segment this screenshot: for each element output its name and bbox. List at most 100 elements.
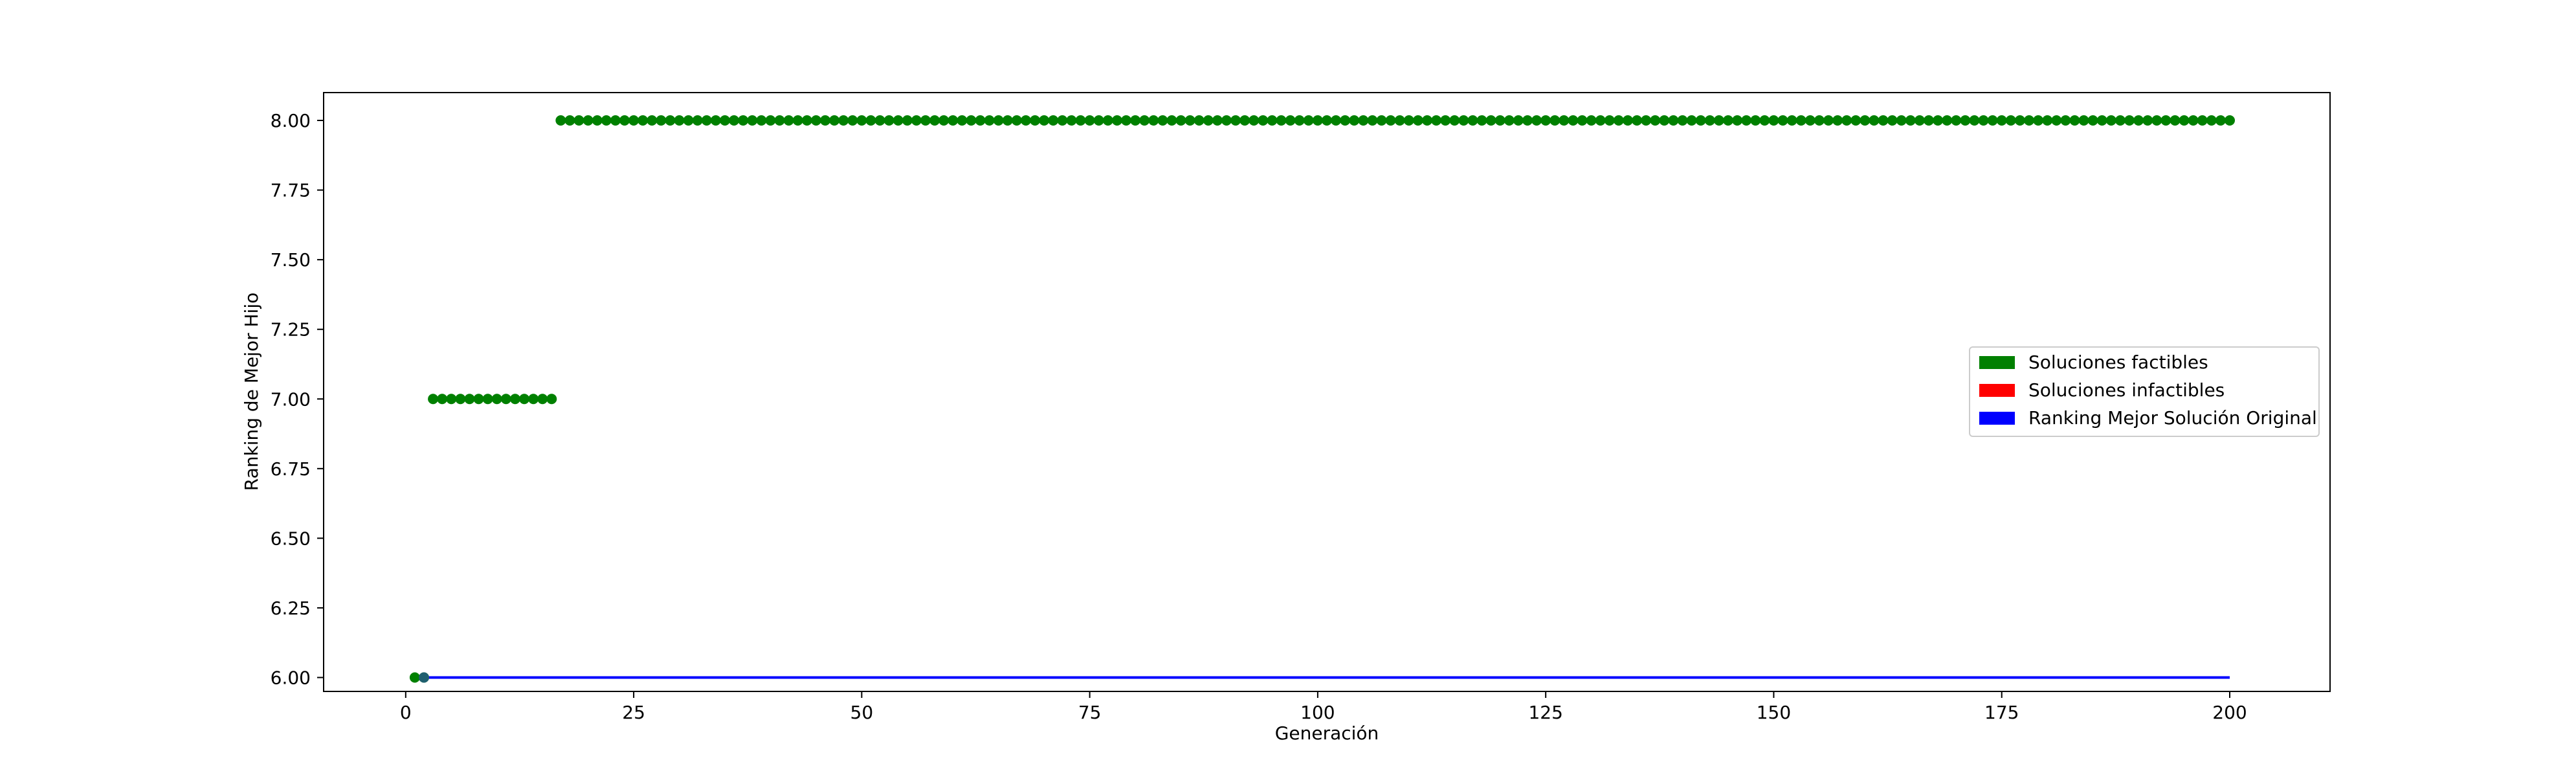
data-point	[701, 115, 712, 126]
data-point	[1002, 115, 1013, 126]
data-point	[1422, 115, 1432, 126]
data-point	[1467, 115, 1478, 126]
data-point	[2042, 115, 2053, 126]
x-tick-label: 100	[1300, 702, 1335, 723]
data-point	[1741, 115, 1752, 126]
data-point	[893, 115, 904, 126]
data-point	[902, 115, 913, 126]
data-point	[975, 115, 986, 126]
data-point	[2206, 115, 2217, 126]
data-point	[1331, 115, 1342, 126]
data-point	[738, 115, 749, 126]
data-point	[1367, 115, 1378, 126]
data-point	[765, 115, 776, 126]
data-point	[1568, 115, 1579, 126]
data-point	[1194, 115, 1205, 126]
y-tick-label: 6.25	[271, 598, 311, 619]
y-tick-label: 7.50	[271, 249, 311, 271]
x-tick-label: 25	[622, 702, 645, 723]
data-point	[929, 115, 940, 126]
data-point	[1267, 115, 1278, 126]
data-point	[1905, 115, 1916, 126]
x-tick-label: 75	[1078, 702, 1102, 723]
plot-frame	[323, 92, 2331, 692]
data-point	[1951, 115, 1962, 126]
data-point	[583, 115, 594, 126]
data-point	[665, 115, 676, 126]
data-point	[1184, 115, 1195, 126]
data-point	[874, 115, 885, 126]
overlap-point	[419, 672, 429, 683]
data-point	[455, 394, 466, 405]
x-tick-label: 0	[400, 702, 412, 723]
data-point	[2188, 115, 2199, 126]
data-point	[1102, 115, 1113, 126]
data-point	[1659, 115, 1670, 126]
data-point	[1139, 115, 1150, 126]
legend-label-original: Ranking Mejor Solución Original	[2028, 407, 2317, 429]
data-point	[720, 115, 730, 126]
data-point	[829, 115, 840, 126]
data-point	[1832, 115, 1843, 126]
y-tick-label: 6.00	[271, 667, 311, 688]
data-point	[446, 394, 457, 405]
data-point	[1677, 115, 1688, 126]
data-point	[1358, 115, 1369, 126]
data-point	[1969, 115, 1980, 126]
y-tick-label: 8.00	[271, 110, 311, 131]
data-point	[2170, 115, 2181, 126]
data-point	[1732, 115, 1743, 126]
data-point	[810, 115, 821, 126]
data-point	[619, 115, 630, 126]
data-point	[820, 115, 830, 126]
data-point	[1258, 115, 1269, 126]
data-point	[656, 115, 667, 126]
data-point	[500, 394, 511, 405]
data-point	[1203, 115, 1214, 126]
x-axis-label: Generación	[1275, 723, 1379, 744]
x-tick-label: 200	[2212, 702, 2247, 723]
y-tick-label: 6.75	[271, 458, 311, 480]
data-point	[1850, 115, 1861, 126]
data-point	[1878, 115, 1889, 126]
data-point	[1166, 115, 1177, 126]
data-point	[1540, 115, 1551, 126]
data-point	[1111, 115, 1122, 126]
data-point	[1823, 115, 1834, 126]
legend-swatch-factibles	[1979, 356, 2015, 369]
data-point	[1632, 115, 1643, 126]
data-point	[710, 115, 721, 126]
data-point	[2225, 115, 2235, 126]
data-point	[1914, 115, 1925, 126]
data-point	[1768, 115, 1779, 126]
data-point	[883, 115, 894, 126]
data-point	[1084, 115, 1095, 126]
data-point	[610, 115, 621, 126]
data-point	[1549, 115, 1560, 126]
data-point	[938, 115, 949, 126]
data-point	[1531, 115, 1542, 126]
data-point	[546, 394, 557, 405]
legend-label-factibles: Soluciones factibles	[2028, 352, 2208, 373]
data-point	[1595, 115, 1606, 126]
data-point	[1933, 115, 1944, 126]
data-point	[628, 115, 639, 126]
data-point	[1485, 115, 1496, 126]
data-point	[1340, 115, 1351, 126]
data-point	[856, 115, 867, 126]
data-point	[1157, 115, 1168, 126]
legend-label-infactibles: Soluciones infactibles	[2028, 379, 2225, 401]
data-point	[564, 115, 575, 126]
data-point	[592, 115, 603, 126]
data-point	[1650, 115, 1661, 126]
data-point	[948, 115, 959, 126]
data-point	[966, 115, 977, 126]
y-tick-label: 6.50	[271, 528, 311, 549]
data-point	[1412, 115, 1423, 126]
data-point	[1394, 115, 1405, 126]
data-point	[1011, 115, 1022, 126]
data-point	[2115, 115, 2126, 126]
data-point	[2087, 115, 2098, 126]
data-point	[555, 115, 566, 126]
data-point	[838, 115, 849, 126]
